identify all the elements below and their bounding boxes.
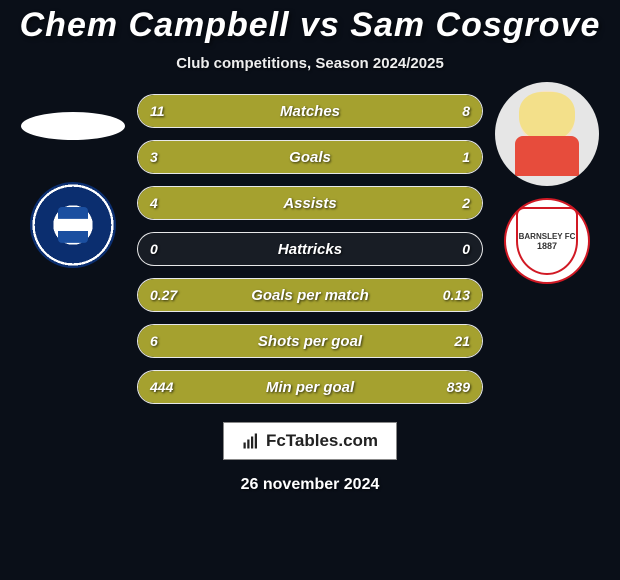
club-badge-right-label: BARNSLEY FC [519,232,576,241]
stat-row: 444839Min per goal [137,370,483,404]
stat-row: 118Matches [137,94,483,128]
stat-row: 42Assists [137,186,483,220]
stat-label: Goals per match [138,279,482,311]
player-avatar-right [495,82,599,186]
chart-icon [242,432,260,450]
stat-label: Goals [138,141,482,173]
stat-label: Min per goal [138,371,482,403]
club-badge-right-year: 1887 [537,241,557,251]
stat-row: 0.270.13Goals per match [137,278,483,312]
page-subtitle: Club competitions, Season 2024/2025 [0,55,620,72]
date-text: 26 november 2024 [241,476,380,494]
stat-row: 00Hattricks [137,232,483,266]
right-player-column: BARNSLEY FC 1887 [493,94,601,284]
club-badge-left [30,182,116,268]
stats-list: 118Matches 31Goals 42Assists 00Hattricks 0.2… [137,94,483,404]
player-avatar-placeholder [21,112,125,140]
page-title: Chem Campbell vs Sam Cosgrove [0,0,620,45]
stat-label: Shots per goal [138,325,482,357]
stat-row: 31Goals [137,140,483,174]
left-player-column [19,94,127,268]
footer: FcTables.com 26 november 2024 [0,422,620,494]
club-badge-right: BARNSLEY FC 1887 [504,198,590,284]
comparison-panel: 118Matches 31Goals 42Assists 00Hattricks 0.2… [0,94,620,404]
stat-row: 621Shots per goal [137,324,483,358]
brand-text: FcTables.com [266,431,378,451]
stat-label: Matches [138,95,482,127]
brand-badge[interactable]: FcTables.com [223,422,397,460]
stat-label: Assists [138,187,482,219]
stat-label: Hattricks [138,233,482,265]
